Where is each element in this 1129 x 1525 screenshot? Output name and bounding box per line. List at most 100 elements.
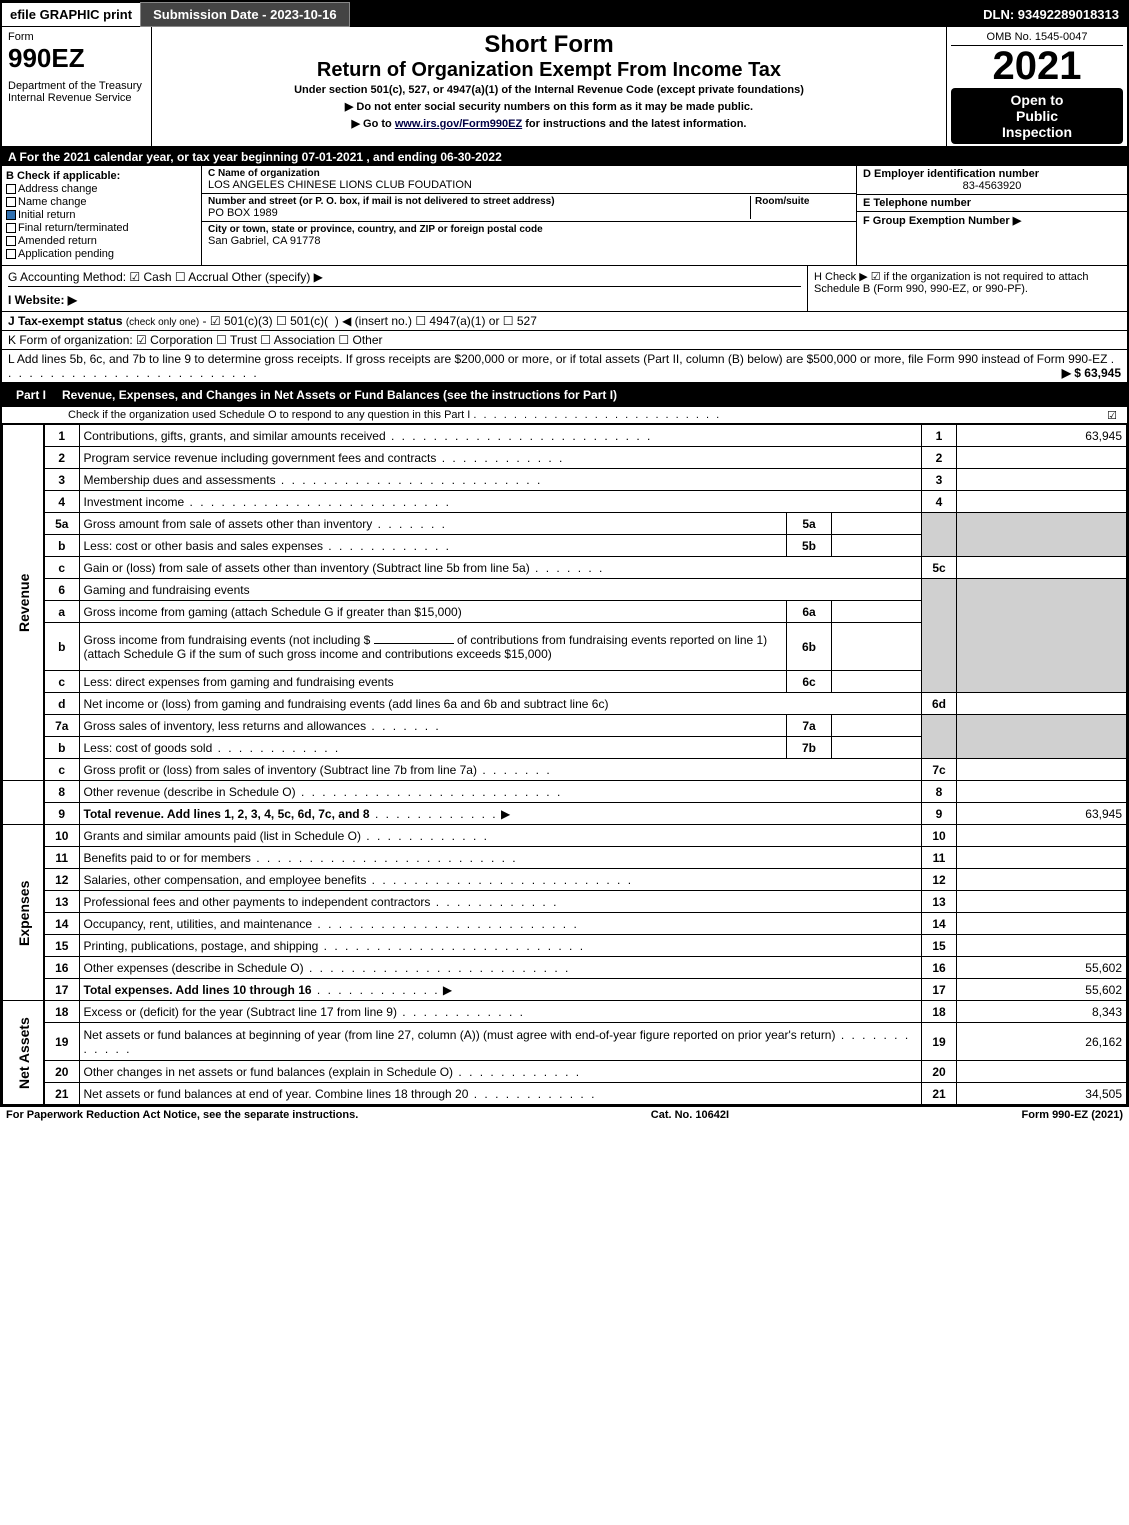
chk-initial-return[interactable]: Initial return: [6, 209, 197, 221]
shade-5: [922, 513, 957, 557]
open-to-public-box: Open to Public Inspection: [951, 88, 1123, 144]
line-11-desc: Benefits paid to or for members: [79, 847, 922, 869]
line-5b-sb: 5b: [787, 535, 832, 557]
line-16-desc: Other expenses (describe in Schedule O): [79, 957, 922, 979]
line-7b-desc: Less: cost of goods sold: [79, 737, 787, 759]
line-13-val: [957, 891, 1127, 913]
line-6d-box: 6d: [922, 693, 957, 715]
footer-left: For Paperwork Reduction Act Notice, see …: [6, 1109, 358, 1121]
line-9-box: 9: [922, 803, 957, 825]
form-container: efile GRAPHIC print Submission Date - 20…: [0, 0, 1129, 1107]
line-5b-sv: [832, 535, 922, 557]
part-i-header: Part I Revenue, Expenses, and Changes in…: [2, 383, 1127, 407]
line-7a-desc: Gross sales of inventory, less returns a…: [79, 715, 787, 737]
expenses-side-label: Expenses: [3, 825, 45, 1001]
efile-print-label[interactable]: efile GRAPHIC print: [2, 3, 140, 26]
line-4-num: 4: [44, 491, 79, 513]
chk-amended-return[interactable]: Amended return: [6, 235, 197, 247]
part-i-heading: Revenue, Expenses, and Changes in Net As…: [62, 388, 617, 402]
line-19-num: 19: [44, 1023, 79, 1061]
line-3-val: [957, 469, 1127, 491]
line-5c-desc: Gain or (loss) from sale of assets other…: [79, 557, 922, 579]
line-21-val: 34,505: [957, 1083, 1127, 1105]
h-schedule-b: H Check ▶ ☑ if the organization is not r…: [807, 266, 1127, 311]
dept-label: Department of the Treasury: [8, 80, 145, 92]
b-label: Check if applicable:: [17, 170, 120, 182]
line-11-num: 11: [44, 847, 79, 869]
line-17-num: 17: [44, 979, 79, 1001]
part-i-check: ☑: [1107, 409, 1117, 422]
line-7c-val: [957, 759, 1127, 781]
top-bar: efile GRAPHIC print Submission Date - 20…: [2, 2, 1127, 27]
form-number: 990EZ: [8, 43, 145, 74]
line-7c-num: c: [44, 759, 79, 781]
form-header: Form 990EZ Department of the Treasury In…: [2, 27, 1127, 148]
under-section: Under section 501(c), 527, or 4947(a)(1)…: [160, 84, 938, 96]
row-g-h: G Accounting Method: ☑ Cash ☐ Accrual Ot…: [2, 266, 1127, 312]
line-11-val: [957, 847, 1127, 869]
website-line: I Website: ▶: [8, 293, 801, 307]
line-5c-box: 5c: [922, 557, 957, 579]
line-14-val: [957, 913, 1127, 935]
header-right: OMB No. 1545-0047 2021 Open to Public In…: [947, 27, 1127, 146]
line-7a-sv: [832, 715, 922, 737]
line-6a-num: a: [44, 601, 79, 623]
chk-application-pending[interactable]: Application pending: [6, 248, 197, 260]
line-16-val: 55,602: [957, 957, 1127, 979]
ein-value: 83-4563920: [863, 180, 1121, 192]
line-9-val: 63,945: [957, 803, 1127, 825]
row-j-tax-exempt: J Tax-exempt status (check only one) - ☑…: [2, 312, 1127, 331]
line-6c-sb: 6c: [787, 671, 832, 693]
irs-link[interactable]: www.irs.gov/Form990EZ: [395, 118, 522, 130]
phone-cell: E Telephone number: [857, 195, 1127, 212]
line-20-box: 20: [922, 1061, 957, 1083]
line-5a-sb: 5a: [787, 513, 832, 535]
row-a-tax-year: A For the 2021 calendar year, or tax yea…: [2, 148, 1127, 166]
line-6c-desc: Less: direct expenses from gaming and fu…: [79, 671, 787, 693]
line-2-num: 2: [44, 447, 79, 469]
section-c: C Name of organization LOS ANGELES CHINE…: [202, 166, 857, 265]
shade-6v: [957, 579, 1127, 693]
line-1-desc: Contributions, gifts, grants, and simila…: [79, 425, 922, 447]
page-footer: For Paperwork Reduction Act Notice, see …: [0, 1107, 1129, 1123]
line-18-val: 8,343: [957, 1001, 1127, 1023]
goto-link[interactable]: ▶ Go to www.irs.gov/Form990EZ for instru…: [160, 117, 938, 130]
revenue-side-label: Revenue: [3, 425, 45, 781]
accounting-method: G Accounting Method: ☑ Cash ☐ Accrual Ot…: [8, 270, 801, 287]
line-16-box: 16: [922, 957, 957, 979]
city-state-zip: San Gabriel, CA 91778: [208, 235, 850, 247]
line-10-desc: Grants and similar amounts paid (list in…: [79, 825, 922, 847]
footer-right: Form 990-EZ (2021): [1022, 1109, 1124, 1121]
line-2-box: 2: [922, 447, 957, 469]
c-name-label: C Name of organization: [208, 168, 850, 179]
line-6a-sv: [832, 601, 922, 623]
line-12-val: [957, 869, 1127, 891]
line-14-num: 14: [44, 913, 79, 935]
line-4-val: [957, 491, 1127, 513]
line-7c-desc: Gross profit or (loss) from sales of inv…: [79, 759, 922, 781]
line-2-desc: Program service revenue including govern…: [79, 447, 922, 469]
line-10-num: 10: [44, 825, 79, 847]
line-6b-sb: 6b: [787, 623, 832, 671]
line-3-num: 3: [44, 469, 79, 491]
line-15-val: [957, 935, 1127, 957]
line-12-box: 12: [922, 869, 957, 891]
footer-cat-no: Cat. No. 10642I: [358, 1109, 1021, 1121]
chk-name-change[interactable]: Name change: [6, 196, 197, 208]
line-10-box: 10: [922, 825, 957, 847]
line-15-num: 15: [44, 935, 79, 957]
line-17-box: 17: [922, 979, 957, 1001]
line-14-desc: Occupancy, rent, utilities, and maintena…: [79, 913, 922, 935]
line-5a-num: 5a: [44, 513, 79, 535]
section-b: B Check if applicable: Address change Na…: [2, 166, 1127, 266]
chk-final-return[interactable]: Final return/terminated: [6, 222, 197, 234]
line-13-desc: Professional fees and other payments to …: [79, 891, 922, 913]
e-phone-label: E Telephone number: [863, 197, 1121, 209]
line-18-box: 18: [922, 1001, 957, 1023]
line-7a-num: 7a: [44, 715, 79, 737]
line-6d-num: d: [44, 693, 79, 715]
line-20-desc: Other changes in net assets or fund bala…: [79, 1061, 922, 1083]
chk-address-change[interactable]: Address change: [6, 183, 197, 195]
line-7b-sv: [832, 737, 922, 759]
line-5c-val: [957, 557, 1127, 579]
